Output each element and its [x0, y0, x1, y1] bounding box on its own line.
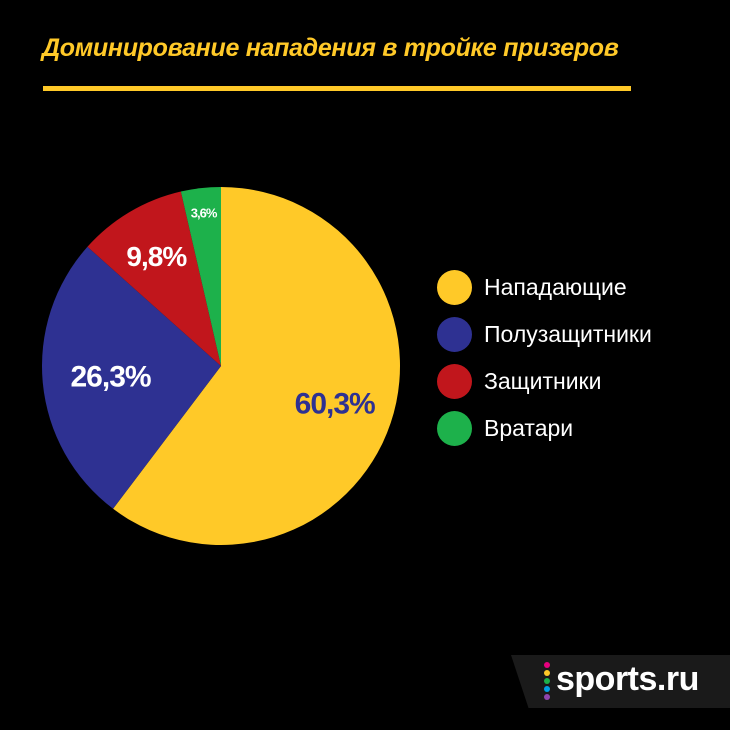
legend-label: Вратари: [484, 415, 574, 441]
pie-label-4: 3,6%: [191, 206, 218, 221]
pie-slice-1: [113, 187, 401, 546]
brand-dot: [544, 694, 550, 700]
pie-slice-3: [87, 191, 221, 366]
legend-label: Защитники: [484, 368, 602, 394]
chart-legend: Нападающие Полузащитники Защитники Вратари: [437, 264, 652, 452]
legend-label: Нападающие: [484, 274, 627, 300]
legend-swatch: [437, 411, 472, 446]
legend-label: Полузащитники: [484, 321, 652, 347]
pie-label-3: 9,8%: [126, 241, 187, 272]
legend-item: Полузащитники: [437, 311, 652, 358]
legend-swatch: [437, 270, 472, 305]
brand-dot: [544, 670, 550, 676]
legend-swatch: [437, 364, 472, 399]
pie-slice-4: [180, 187, 221, 366]
title-underline: [43, 86, 631, 91]
pie-label-1: 60,3%: [295, 388, 375, 421]
chart-title: Доминирование нападения в тройке призеро…: [42, 34, 619, 62]
brand-dot: [544, 662, 550, 668]
pie-label-2: 26,3%: [71, 360, 151, 393]
legend-item: Защитники: [437, 358, 652, 405]
pie-slice-2: [41, 246, 221, 509]
brand-logo-text: sports.ru: [556, 660, 699, 698]
legend-swatch: [437, 317, 472, 352]
brand-dot: [544, 686, 550, 692]
brand-dot: [544, 678, 550, 684]
brand-logo-dots: [544, 662, 552, 702]
legend-item: Нападающие: [437, 264, 652, 311]
legend-item: Вратари: [437, 405, 652, 452]
